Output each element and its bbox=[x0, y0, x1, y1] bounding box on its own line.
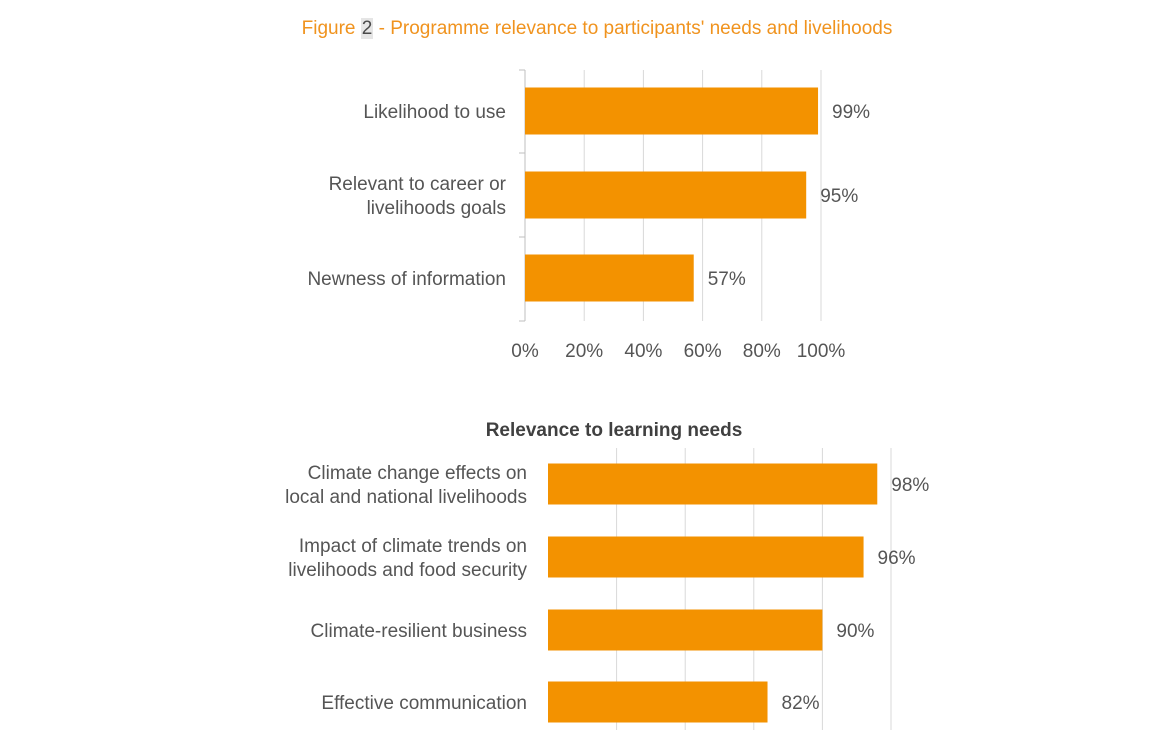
category-label-line: Effective communication bbox=[321, 693, 527, 714]
chart-title: Relevance to learning needs bbox=[486, 420, 743, 441]
category-label-line: Newness of information bbox=[307, 269, 506, 290]
bar bbox=[548, 609, 823, 651]
category-label: Impact of climate trends on livelihoods a… bbox=[288, 536, 527, 581]
category-label: Climate change effects on local and natio… bbox=[285, 463, 527, 508]
category-label: Likelihood to use bbox=[363, 102, 506, 123]
bar bbox=[548, 463, 878, 505]
category-label-line: local and national livelihoods bbox=[285, 487, 527, 508]
data-label: 96% bbox=[878, 548, 916, 569]
chart-2: Relevance to learning needs Climate chang… bbox=[285, 420, 929, 730]
bar bbox=[525, 171, 807, 219]
figure-number: 2 bbox=[360, 18, 374, 39]
figure-caption: Figure 2 - Programme relevance to partic… bbox=[0, 18, 1170, 40]
chart-1: Likelihood to use 99% Relevant to career o… bbox=[307, 69, 870, 362]
x-tick-label: 80% bbox=[743, 341, 781, 362]
category-label-line: Relevant to career or bbox=[329, 174, 507, 195]
data-label: 90% bbox=[836, 621, 874, 642]
data-label: 99% bbox=[832, 102, 870, 123]
x-tick-label: 40% bbox=[624, 341, 662, 362]
data-label: 57% bbox=[708, 269, 746, 290]
category-label-line: Climate change effects on bbox=[308, 463, 527, 484]
category-label-line: livelihoods and food security bbox=[288, 560, 527, 581]
category-label-line: Likelihood to use bbox=[363, 102, 506, 123]
x-tick-label: 60% bbox=[684, 341, 722, 362]
bar bbox=[548, 536, 864, 578]
bar bbox=[525, 254, 694, 302]
category-label-line: Impact of climate trends on bbox=[299, 536, 527, 557]
data-label: 98% bbox=[891, 475, 929, 496]
data-label: 95% bbox=[820, 186, 858, 207]
bar bbox=[525, 87, 819, 135]
x-tick-label: 100% bbox=[797, 341, 846, 362]
category-label: Newness of information bbox=[307, 269, 506, 290]
x-tick-label: 20% bbox=[565, 341, 603, 362]
category-label: Effective communication bbox=[321, 693, 527, 714]
category-label-line: Climate-resilient business bbox=[311, 621, 527, 642]
data-label: 82% bbox=[782, 693, 820, 714]
category-label-line: livelihoods goals bbox=[367, 198, 506, 219]
figure-caption-text: - Programme relevance to participants' n… bbox=[373, 18, 893, 39]
category-label: Relevant to career or livelihoods goals bbox=[329, 174, 507, 219]
category-label: Climate-resilient business bbox=[311, 621, 527, 642]
x-tick-label: 0% bbox=[511, 341, 539, 362]
bar bbox=[548, 681, 768, 723]
figure-caption-prefix: Figure bbox=[301, 18, 361, 39]
